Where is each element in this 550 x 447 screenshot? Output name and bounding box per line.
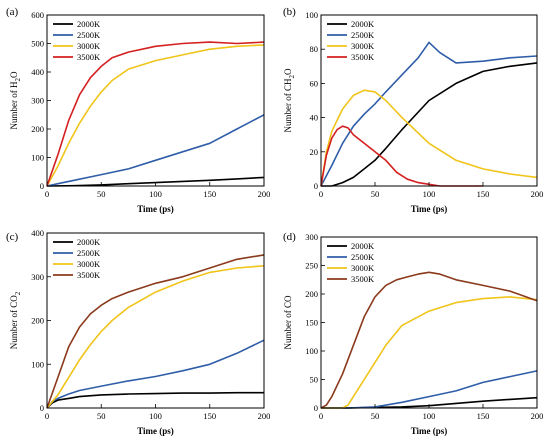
y-tick-label-a-500: 500 [31, 39, 44, 49]
y-tick-label-b-40: 40 [310, 113, 319, 123]
x-tick-label-c-100: 100 [149, 411, 162, 421]
x-tick-label-b-0: 0 [319, 189, 323, 199]
legend-label-d-2000K: 2000K [351, 241, 375, 251]
y-tick-label-a-200: 200 [31, 124, 44, 134]
legend-label-d-2500K: 2500K [351, 252, 375, 262]
x-tick-label-d-100: 100 [423, 411, 436, 421]
panel-c: (c) 0 50 100 150 200 0 100 200 300 400 Time (ps) Num… [6, 228, 270, 436]
series-line-c-2000K [46, 391, 264, 409]
legend-label-b-2000K: 2000K [351, 19, 375, 29]
y-tick-label-d-150: 150 [305, 318, 318, 328]
panel-label-a: (a) [6, 6, 19, 18]
y-tick-label-d-200: 200 [305, 289, 318, 299]
series-line-a-2500K [46, 114, 265, 187]
x-tick-label-c-50: 50 [97, 411, 106, 421]
series-line-d-3000K [321, 296, 538, 409]
x-tick-label-a-50: 50 [97, 189, 106, 199]
panel-label-b: (b) [283, 6, 296, 18]
series-line-c-2500K [46, 339, 265, 409]
y-tick-label-d-100: 100 [305, 346, 318, 356]
y-tick-label-b-80: 80 [310, 44, 319, 54]
legend-label-a-3000K: 3000K [77, 41, 101, 51]
series-line-a-3000K [46, 44, 265, 187]
legend-label-c-3000K: 3000K [77, 259, 101, 269]
y-tick-label-d-250: 250 [305, 261, 318, 271]
x-tick-label-a-200: 200 [258, 189, 271, 199]
legend-label-a-3500K: 3500K [77, 52, 101, 62]
y-tick-label-d-300: 300 [305, 232, 318, 242]
x-tick-label-b-200: 200 [531, 189, 544, 199]
y-tick-label-a-600: 600 [31, 10, 44, 20]
legend-label-c-3500K: 3500K [77, 270, 101, 280]
y-tick-label-a-100: 100 [31, 153, 44, 163]
x-tick-label-b-100: 100 [423, 189, 436, 199]
x-tick-label-a-100: 100 [149, 189, 162, 199]
y-tick-label-c-200: 200 [31, 316, 44, 326]
y-tick-label-c-100: 100 [31, 359, 44, 369]
x-axis-title-a: Time (ps) [137, 204, 174, 214]
y-tick-label-b-20: 20 [310, 147, 319, 157]
x-axis-title-c: Time (ps) [137, 426, 174, 436]
x-tick-label-a-150: 150 [203, 189, 216, 199]
y-tick-label-b-100: 100 [305, 10, 318, 20]
y-axis-title-c: Number of CO2​ [9, 291, 22, 349]
y-tick-label-a-0: 0 [40, 181, 44, 191]
legend-label-b-3500K: 3500K [351, 52, 375, 62]
series-line-b-3000K [320, 89, 538, 187]
x-tick-label-c-200: 200 [258, 411, 271, 421]
x-tick-label-a-0: 0 [45, 189, 49, 199]
y-tick-label-b-60: 60 [310, 78, 319, 88]
x-tick-label-b-50: 50 [371, 189, 380, 199]
legend-label-a-2000K: 2000K [77, 19, 101, 29]
y-tick-label-a-300: 300 [31, 96, 44, 106]
panel-b: (b) 0 50 100 150 200 0 20 40 60 80 100 Time (ps) Numb… [283, 6, 543, 214]
panel-d: (d) 0 50 100 150 200 0 50 100 150 200 250 300 Time (p… [283, 231, 543, 436]
y-tick-label-c-400: 400 [31, 228, 44, 238]
y-tick-label-c-300: 300 [31, 272, 44, 282]
series-line-b-2000K [321, 62, 538, 187]
x-axis-title-d: Time (ps) [411, 426, 448, 436]
panel-label-d: (d) [283, 231, 296, 243]
series-line-d-2500K [321, 370, 538, 409]
legend-label-d-3500K: 3500K [351, 274, 375, 284]
legend-label-c-2000K: 2000K [77, 237, 101, 247]
panel-label-c: (c) [6, 231, 19, 243]
series-line-b-3500K [320, 125, 483, 187]
x-tick-label-c-150: 150 [203, 411, 216, 421]
x-axis-title-b: Time (ps) [411, 204, 448, 214]
y-tick-label-b-0: 0 [314, 181, 318, 191]
x-tick-label-d-0: 0 [319, 411, 323, 421]
x-tick-label-c-0: 0 [45, 411, 49, 421]
y-axis-title-d: Number of CO [283, 295, 293, 349]
y-axis-title-a: Number of H2O [9, 71, 22, 130]
y-tick-label-d-0: 0 [314, 403, 318, 413]
series-line-d-3500K [320, 271, 538, 409]
legend-label-c-2500K: 2500K [77, 248, 101, 258]
x-tick-label-d-200: 200 [531, 411, 544, 421]
series-line-c-3000K [46, 265, 265, 409]
series-line-c-3500K [46, 254, 265, 409]
panel-a: (a) 0 50 100 150 200 0 100 200 300 400 500 600 Time (… [6, 6, 270, 214]
legend-label-a-2500K: 2500K [77, 30, 101, 40]
legend-label-d-3000K: 3000K [351, 263, 375, 273]
legend-label-b-3000K: 3000K [351, 41, 375, 51]
x-tick-label-d-50: 50 [371, 411, 380, 421]
y-tick-label-c-0: 0 [40, 403, 44, 413]
x-tick-label-d-150: 150 [477, 411, 490, 421]
y-tick-label-a-400: 400 [31, 67, 44, 77]
y-tick-label-d-50: 50 [310, 375, 319, 385]
series-line-b-2500K [320, 41, 538, 187]
x-tick-label-b-150: 150 [477, 189, 490, 199]
legend-label-b-2500K: 2500K [351, 30, 375, 40]
series-line-a-3500K [46, 41, 265, 187]
y-axis-title-b: Number of CH2O [283, 68, 296, 133]
